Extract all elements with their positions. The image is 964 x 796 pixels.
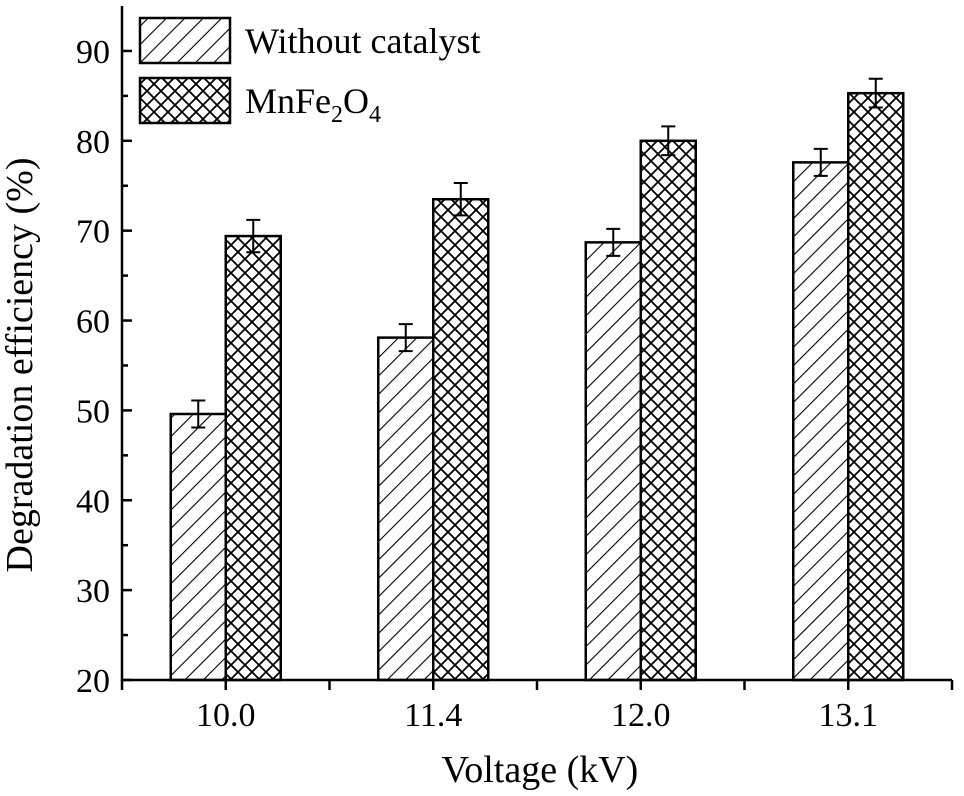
error-bar [868,77,883,109]
legend-label: Without catalyst [245,21,481,61]
bar-mnfe2o4 [847,91,905,682]
error-bar [246,218,261,254]
bar-mnfe2o4 [224,234,282,682]
bar-without-catalyst [377,336,435,682]
x-tick-label: 11.4 [404,697,462,734]
error-bar [398,323,413,353]
y-tick-label: 20 [76,663,110,700]
legend-label: MnFe2O4 [245,81,381,128]
x-axis: 10.0 11.4 12.0 13.1 [120,680,954,734]
y-tick-label: 30 [76,573,110,610]
legend-swatch [138,76,232,125]
error-bar [606,227,621,257]
bar-mnfe2o4 [432,197,490,682]
x-axis-title: Voltage (kV) [442,749,639,791]
legend-swatch [138,16,232,65]
y-tick-label: 90 [76,34,110,71]
plot-area [169,77,905,682]
error-bar [813,147,828,177]
bar-without-catalyst [169,412,227,682]
error-bar [453,182,468,217]
x-tick-label: 13.1 [819,697,879,734]
y-tick-label: 50 [76,393,110,430]
error-bar [191,399,206,429]
y-tick-label: 70 [76,214,110,251]
y-tick-label: 40 [76,483,110,520]
bar-without-catalyst [792,161,850,682]
x-tick-label: 12.0 [611,697,671,734]
y-axis-title: Degradation efficiency (%) [0,158,41,573]
legend: Without catalyst MnFe2O4 [138,16,481,128]
y-tick-label: 80 [76,124,110,161]
x-tick-label: 10.0 [196,697,256,734]
error-bar [661,125,676,157]
bar-mnfe2o4 [639,139,697,682]
bar-without-catalyst [584,241,642,682]
y-tick-label: 60 [76,304,110,341]
